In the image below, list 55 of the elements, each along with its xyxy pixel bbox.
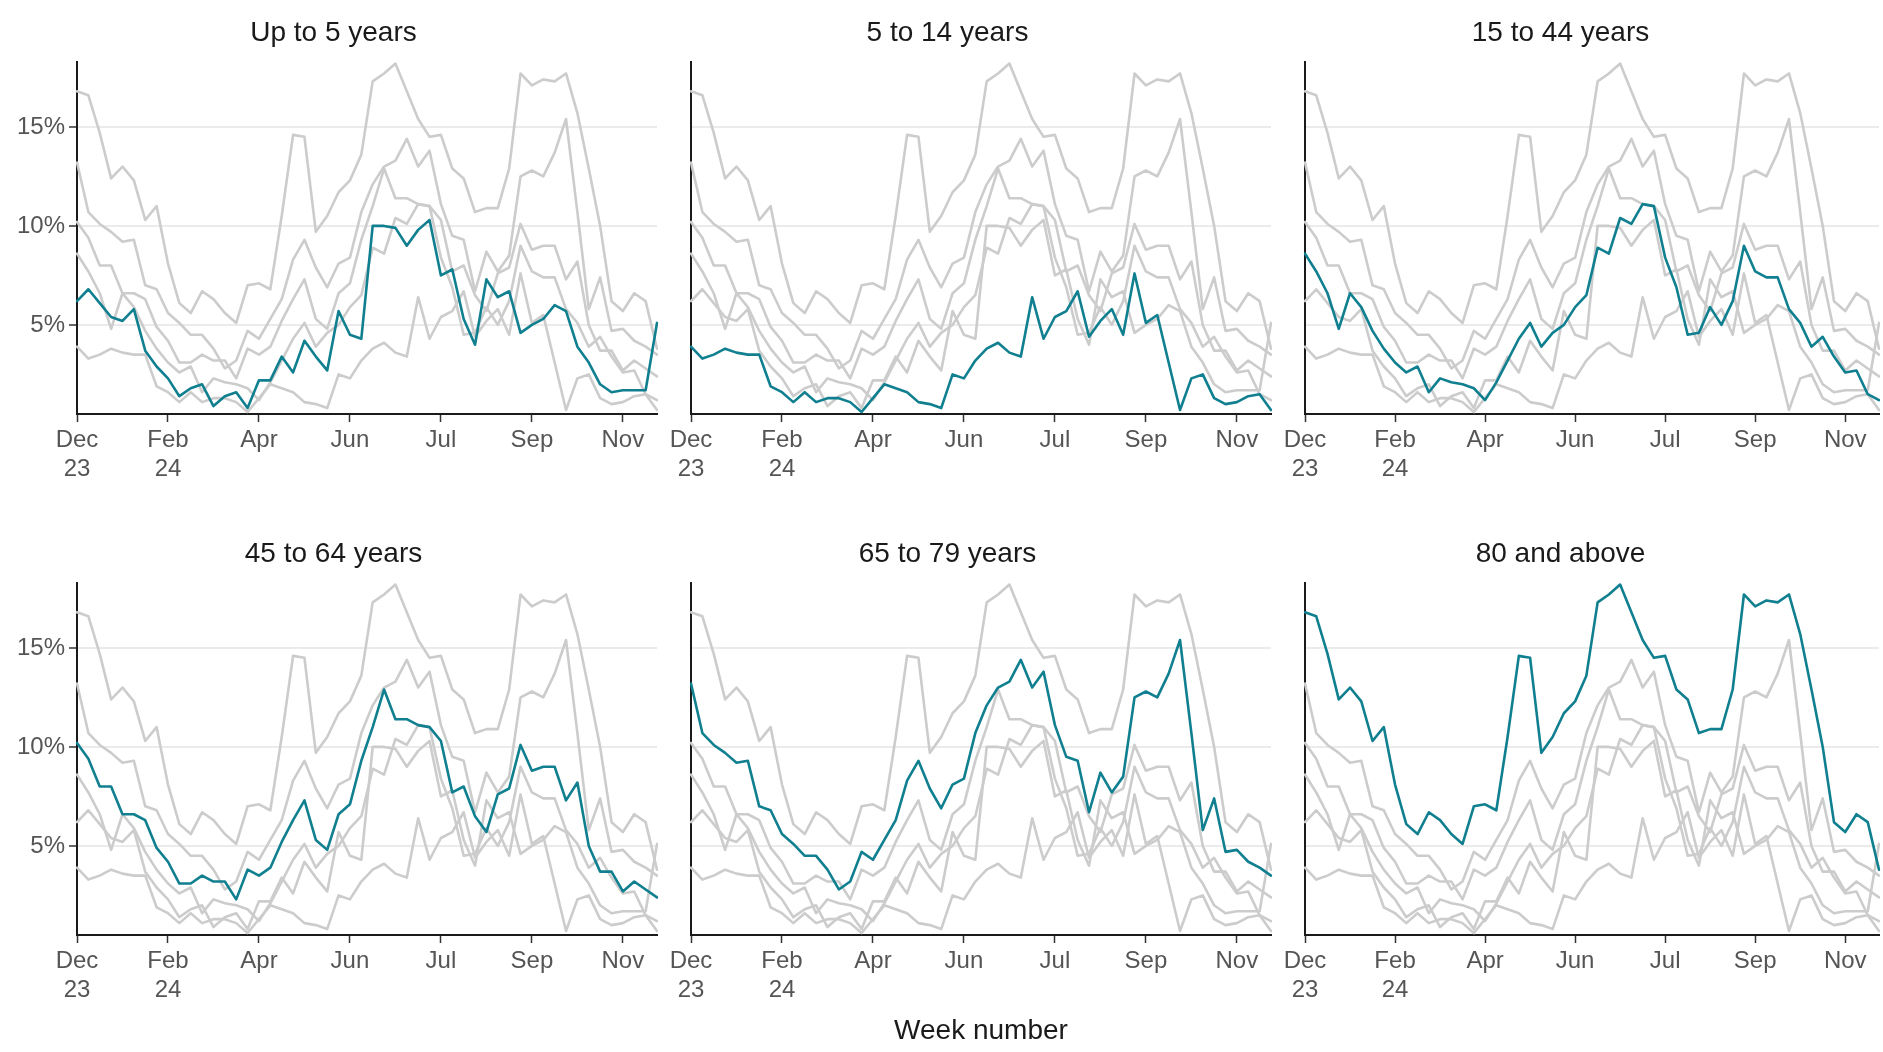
x-tick-label: Jun: [944, 425, 984, 453]
x-tick-label: Jun: [330, 946, 370, 974]
x-tick-label: Feb 24: [147, 946, 189, 1002]
x-tick-label: Feb 24: [147, 425, 189, 481]
x-tick-label: Jul: [1039, 946, 1071, 974]
y-tick-label: 10%: [16, 731, 65, 759]
x-tick-label: Nov: [601, 946, 645, 974]
x-tick-label: Dec 23: [1283, 946, 1327, 1002]
x-tick-label: Dec 23: [669, 946, 713, 1002]
x-tick-label: Jun: [944, 946, 984, 974]
x-tick-label: Feb 24: [761, 946, 803, 1002]
x-tick-label: Sep: [510, 946, 554, 974]
chart-title: 5 to 14 years: [866, 15, 1029, 47]
x-tick-label: Nov: [1215, 425, 1259, 453]
y-tick-label: 15%: [16, 632, 65, 660]
chart-title: Up to 5 years: [250, 15, 417, 47]
x-tick-label: Apr: [854, 946, 892, 974]
x-tick-label: Apr: [1466, 425, 1504, 453]
x-axis-title: Week number: [894, 1013, 1068, 1045]
x-tick-label: Jun: [1555, 425, 1595, 453]
y-tick-label: 10%: [16, 210, 65, 238]
y-tick-label: 5%: [30, 309, 65, 337]
x-tick-label: Nov: [1823, 425, 1867, 453]
x-tick-label: Nov: [1215, 946, 1259, 974]
x-tick-label: Jun: [1555, 946, 1595, 974]
x-tick-label: Jul: [1649, 425, 1681, 453]
x-tick-label: Dec 23: [1283, 425, 1327, 481]
x-tick-label: Dec 23: [55, 946, 99, 1002]
x-tick-label: Apr: [1466, 946, 1504, 974]
x-tick-label: Jun: [330, 425, 370, 453]
y-tick-label: 15%: [16, 111, 65, 139]
x-tick-label: Sep: [1124, 946, 1168, 974]
chart-title: 45 to 64 years: [244, 536, 423, 568]
x-tick-label: Dec 23: [55, 425, 99, 481]
x-tick-label: Dec 23: [669, 425, 713, 481]
x-tick-label: Jul: [1039, 425, 1071, 453]
x-tick-label: Apr: [240, 946, 278, 974]
x-tick-label: Sep: [1733, 946, 1777, 974]
x-tick-label: Jul: [1649, 946, 1681, 974]
y-tick-label: 5%: [30, 830, 65, 858]
x-tick-label: Apr: [240, 425, 278, 453]
chart-title: 65 to 79 years: [858, 536, 1037, 568]
x-tick-label: Nov: [601, 425, 645, 453]
chart-title: 80 and above: [1475, 536, 1646, 568]
x-tick-label: Feb 24: [1374, 946, 1416, 1002]
x-tick-label: Feb 24: [761, 425, 803, 481]
x-tick-label: Apr: [854, 425, 892, 453]
x-tick-label: Sep: [1733, 425, 1777, 453]
x-tick-label: Nov: [1823, 946, 1867, 974]
x-tick-label: Jul: [425, 425, 457, 453]
chart-title: 15 to 44 years: [1471, 15, 1650, 47]
x-tick-label: Sep: [510, 425, 554, 453]
x-tick-label: Feb 24: [1374, 425, 1416, 481]
x-tick-label: Jul: [425, 946, 457, 974]
x-tick-label: Sep: [1124, 425, 1168, 453]
